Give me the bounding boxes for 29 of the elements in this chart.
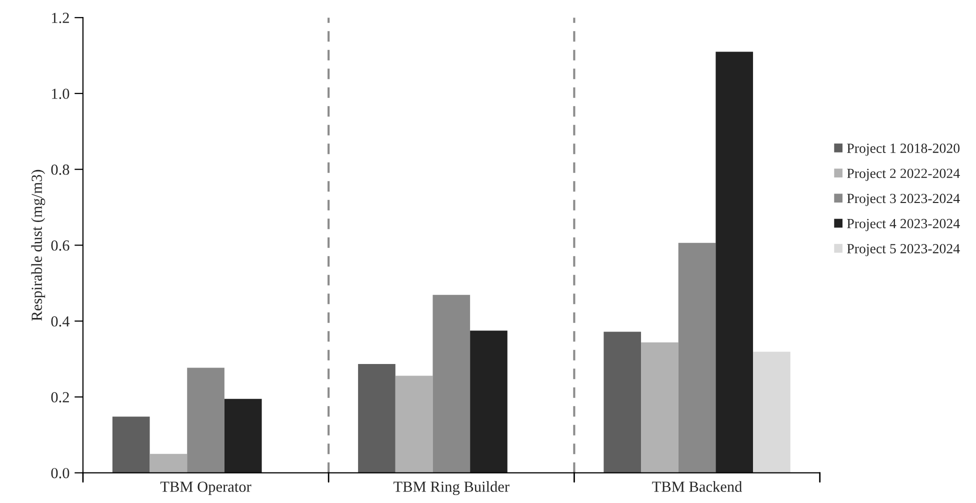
bar	[358, 364, 396, 473]
y-tick-label: 1.0	[52, 88, 70, 99]
x-tick-label: TBM Operator	[160, 482, 252, 496]
bar	[187, 368, 224, 473]
y-tick-label: 0.0	[51, 468, 70, 478]
bar	[395, 376, 433, 473]
bar	[716, 52, 754, 473]
legend-label: Project 1 2018-2020	[847, 144, 960, 156]
y-tick-label: 0.6	[51, 240, 70, 251]
bar	[150, 454, 188, 473]
legend-label: Project 4 2023-2024	[847, 218, 960, 232]
x-tick-label: TBM Backend	[652, 481, 742, 492]
bar	[470, 330, 508, 473]
bar	[224, 398, 262, 473]
y-tick-label: 0.8	[51, 164, 70, 175]
y-axis-title: Respirable dust (mg/m3)	[31, 170, 46, 321]
legend-label: Project 5 2023-2024	[847, 244, 960, 256]
y-tick-label: 0.4	[51, 316, 70, 327]
bar	[604, 332, 642, 473]
y-tick-label: 1.2	[52, 12, 69, 24]
bar	[678, 242, 716, 473]
bar	[753, 352, 790, 473]
bar	[112, 416, 150, 473]
bar	[432, 294, 470, 473]
legend-label: Project 3 2023-2024	[847, 194, 960, 206]
y-tick-label: 0.2	[51, 392, 69, 402]
bar	[641, 342, 678, 473]
x-tick-label: TBM Ring Builder	[394, 481, 510, 496]
legend-label: Project 2 2022-2024	[847, 168, 960, 181]
